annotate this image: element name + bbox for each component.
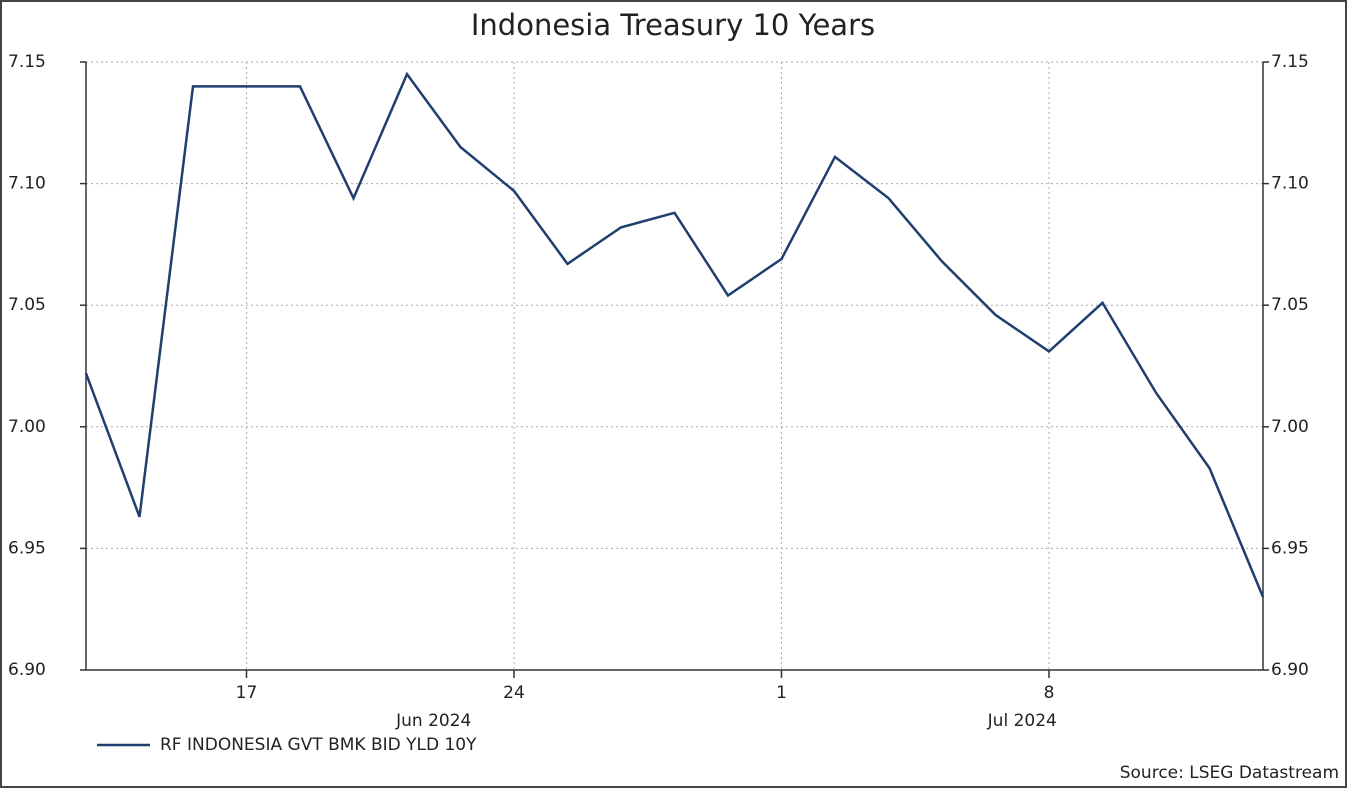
y-tick-label: 7.10 xyxy=(8,174,46,194)
month-label: Jun 2024 xyxy=(395,711,471,731)
x-tick-label: 1 xyxy=(776,683,787,703)
y-tick-label: 7.00 xyxy=(8,417,46,437)
legend-label: RF INDONESIA GVT BMK BID YLD 10Y xyxy=(160,735,477,755)
y2-tick-label: 7.05 xyxy=(1271,295,1309,315)
series-line xyxy=(84,71,1265,598)
y2-tick-label: 6.95 xyxy=(1271,538,1309,558)
y2-tick-label: 7.10 xyxy=(1271,174,1309,194)
x-tick-label: 8 xyxy=(1044,683,1055,703)
chart-title: Indonesia Treasury 10 Years xyxy=(471,8,875,42)
y-tick-label: 7.15 xyxy=(8,52,46,72)
source-note: Source: LSEG Datastream xyxy=(1120,763,1339,783)
y-tick-label: 6.90 xyxy=(8,660,46,680)
x-tick-label: 24 xyxy=(503,683,525,703)
x-tick-label: 17 xyxy=(236,683,258,703)
month-label: Jul 2024 xyxy=(987,711,1057,731)
y2-tick-label: 7.15 xyxy=(1271,52,1309,72)
y2-tick-label: 6.90 xyxy=(1271,660,1309,680)
y-tick-label: 7.05 xyxy=(8,295,46,315)
y2-tick-label: 7.00 xyxy=(1271,417,1309,437)
y-tick-label: 6.95 xyxy=(8,538,46,558)
